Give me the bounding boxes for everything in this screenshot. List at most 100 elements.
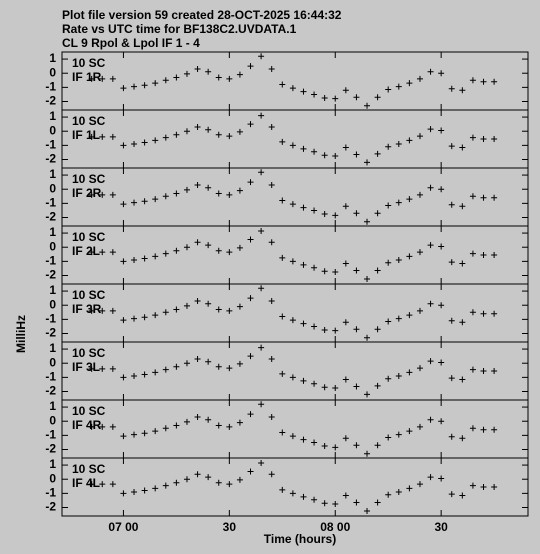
data-point — [215, 363, 222, 370]
data-point — [289, 433, 296, 440]
data-point — [480, 426, 487, 433]
x-tick-label: 07 00 — [108, 520, 138, 534]
x-tick-label: 30 — [434, 520, 448, 534]
data-point — [268, 297, 275, 304]
data-point — [268, 123, 275, 130]
data-point — [289, 85, 296, 92]
data-point — [247, 179, 254, 186]
data-point — [205, 184, 212, 191]
panel-frame — [61, 225, 529, 285]
data-point — [109, 191, 116, 198]
data-point — [99, 481, 106, 488]
data-point — [162, 134, 169, 141]
data-point — [438, 186, 445, 193]
data-point — [109, 365, 116, 372]
data-point — [353, 326, 360, 333]
data-point — [258, 112, 265, 119]
data-point — [88, 481, 95, 488]
data-point — [289, 374, 296, 381]
panel-label: IF 4L — [72, 476, 100, 490]
y-tick-label: 0 — [49, 471, 56, 485]
y-tick-label: -1 — [45, 370, 56, 384]
data-point — [353, 267, 360, 274]
data-point — [215, 422, 222, 429]
data-point — [438, 475, 445, 482]
data-point — [194, 355, 201, 362]
data-point — [236, 476, 243, 483]
data-point — [247, 468, 254, 475]
data-point — [491, 252, 498, 258]
data-point — [321, 210, 328, 217]
y-tick-label: -2 — [45, 152, 56, 166]
data-point — [226, 191, 233, 198]
data-point — [321, 326, 328, 333]
data-point — [183, 244, 190, 251]
y-tick-label: -1 — [45, 80, 56, 94]
data-point — [321, 268, 328, 275]
data-point — [438, 302, 445, 309]
data-point — [311, 148, 318, 155]
data-point — [364, 391, 371, 398]
data-point — [374, 267, 381, 274]
data-point — [353, 94, 360, 101]
data-point — [258, 401, 265, 408]
data-point — [236, 419, 243, 426]
data-point — [427, 126, 434, 133]
data-point — [109, 423, 116, 430]
y-tick-label: 1 — [49, 399, 56, 413]
y-tick-label: -2 — [45, 268, 56, 282]
data-point — [311, 323, 318, 330]
data-point — [332, 500, 339, 507]
data-point — [374, 94, 381, 101]
data-point — [438, 418, 445, 425]
data-point — [427, 300, 434, 307]
data-point — [99, 249, 106, 256]
data-point — [416, 249, 423, 256]
data-point — [205, 416, 212, 423]
data-point — [300, 204, 307, 211]
data-point — [152, 196, 159, 203]
data-point — [289, 490, 296, 497]
data-point — [152, 428, 159, 435]
data-point — [279, 197, 286, 204]
y-tick-label: 1 — [49, 341, 56, 355]
data-point — [385, 318, 392, 325]
data-point — [459, 492, 466, 499]
data-point — [353, 383, 360, 390]
data-point — [300, 320, 307, 327]
data-point — [173, 131, 180, 138]
data-point — [300, 493, 307, 500]
data-point — [247, 411, 254, 418]
y-tick-label: 0 — [49, 355, 56, 369]
panel-label: IF 3L — [72, 360, 100, 374]
data-point — [109, 481, 116, 488]
data-point — [332, 212, 339, 219]
y-tick-label: -2 — [45, 326, 56, 340]
data-point — [258, 344, 265, 351]
panel-label: 10 SC — [72, 230, 106, 244]
data-point — [289, 142, 296, 149]
data-point — [88, 423, 95, 430]
data-point — [131, 315, 138, 322]
data-point — [395, 140, 402, 147]
data-point — [311, 496, 318, 503]
data-point — [469, 425, 476, 432]
y-tick-label: 1 — [49, 283, 56, 297]
panel-label: 10 SC — [72, 172, 106, 186]
data-point — [406, 80, 413, 87]
data-point — [480, 310, 487, 317]
data-point — [268, 239, 275, 246]
y-tick-label: 0 — [49, 297, 56, 311]
data-point — [342, 435, 349, 442]
data-point — [131, 83, 138, 90]
data-point — [247, 63, 254, 70]
data-point — [364, 159, 371, 166]
y-tick-label: 1 — [49, 457, 56, 471]
data-point — [385, 86, 392, 93]
data-point — [258, 459, 265, 466]
data-point — [152, 312, 159, 319]
panel-frame — [61, 457, 529, 517]
data-point — [395, 431, 402, 438]
data-point — [162, 366, 169, 373]
data-point — [406, 196, 413, 203]
